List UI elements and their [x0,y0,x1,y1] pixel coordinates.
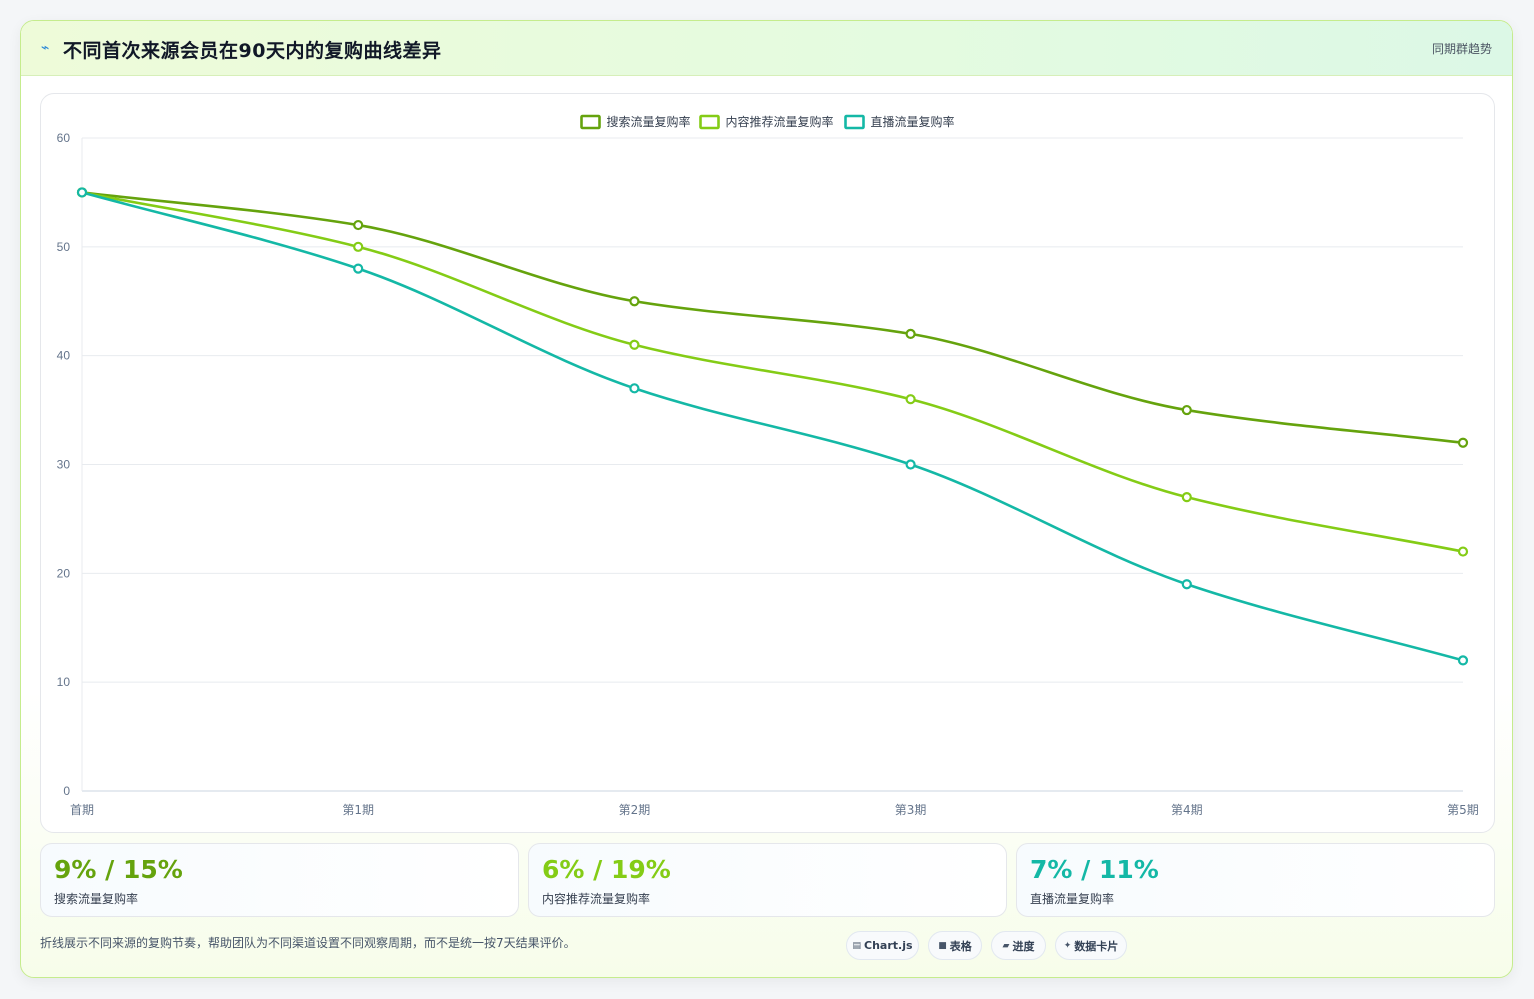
pill-label: 进度 [1012,939,1035,953]
data-point-2 [905,459,916,470]
stat-label: 直播流量复购率 [1030,892,1115,906]
y-tick-label: 30 [57,458,71,472]
legend-label: 搜索流量复购率 [607,114,691,129]
y-tick-label: 50 [57,240,71,254]
y-tick-label: 20 [57,566,71,580]
y-tick-label: 40 [57,349,71,363]
legend-label: 直播流量复购率 [871,114,955,129]
pill-table[interactable]: ■ 表格 [928,931,982,960]
table-icon: ■ [938,940,947,951]
line-chart: 0 10 20 30 40 50 60 首期 第1期 第2期 第3期 第4期 第5期 搜索流量复购率 内容推… [57,114,1479,817]
y-tick-label: 10 [57,675,71,689]
series-line-2 [80,191,1465,662]
y-tick-label: 0 [63,784,70,798]
chart-description: 折线展示不同来源的复购节奏，帮助团队为不同渠道设置不同观察周期，而不是统一按7天… [40,936,576,950]
pill-chartjs[interactable]: ▤ Chart.js [846,931,919,960]
trend-icon: ⌁ [41,40,50,56]
progress-icon: ▰ [1002,940,1010,951]
pill-label: 表格 [949,939,972,953]
x-tick-label: 首期 [70,803,94,817]
x-tick-label: 第4期 [1171,803,1203,817]
series-line-0 [80,191,1465,445]
pill-progress[interactable]: ▰ 进度 [991,931,1046,960]
data-point-0 [629,296,640,307]
legend-swatch [699,114,720,130]
x-tick-label: 第5期 [1447,803,1479,817]
pill-data-card[interactable]: ✦ 数据卡片 [1055,931,1127,960]
data-point-2 [353,263,364,274]
stat-label: 搜索流量复购率 [54,892,139,906]
legend-swatch [580,114,601,130]
data-point-0 [1181,404,1192,416]
data-point-1 [1457,546,1469,557]
pill-label: Chart.js [864,939,913,952]
data-point-0 [905,328,916,339]
data-point-2 [1181,579,1192,590]
data-point-0 [353,219,364,231]
stat-label: 内容推荐流量复购率 [542,892,651,906]
x-tick-label: 第2期 [619,803,651,817]
chart-icon: ▤ [852,940,861,951]
pill-label: 数据卡片 [1074,939,1119,953]
data-point-0 [1457,437,1469,448]
legend-label: 内容推荐流量复购率 [726,114,834,129]
chart-container: 0 10 20 30 40 50 60 首期 第1期 第2期 第3期 第4期 第5期 搜索流量复购率 内容推… [40,93,1495,833]
chart-card: ⌁ 不同首次来源会员在90天内的复购曲线差异 同期群趋势 0 10 20 30 40 50… [20,20,1513,978]
x-tick-label: 第3期 [895,803,927,817]
y-tick-label: 60 [57,131,71,145]
data-point-1 [1181,492,1192,503]
stat-value: 6% / 19% [542,855,671,884]
stat-card-search: 9% / 15% 搜索流量复购率 [40,843,519,917]
stat-card-content: 6% / 19% 内容推荐流量复购率 [528,843,1007,917]
stat-value: 9% / 15% [54,855,183,884]
stat-value: 7% / 11% [1030,855,1159,884]
card-header: ⌁ 不同首次来源会员在90天内的复购曲线差异 同期群趋势 [21,21,1512,76]
data-point-1 [905,394,916,405]
data-point-1 [629,339,640,350]
x-tick-label: 第1期 [342,803,374,817]
data-point-2 [629,383,640,394]
data-point-2 [76,187,88,198]
cohort-trend-badge: 同期群趋势 [1431,42,1492,56]
page-title: 不同首次来源会员在90天内的复购曲线差异 [63,40,442,62]
legend-swatch [844,114,865,130]
sparkle-icon: ✦ [1063,940,1072,951]
data-point-1 [353,241,364,252]
series-line-1 [80,191,1465,553]
data-point-2 [1457,655,1469,666]
stat-card-live: 7% / 11% 直播流量复购率 [1016,843,1495,917]
